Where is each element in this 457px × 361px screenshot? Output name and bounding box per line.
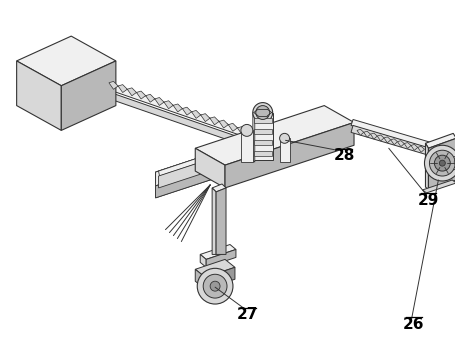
Polygon shape	[212, 184, 226, 192]
Text: 27: 27	[237, 307, 259, 322]
Polygon shape	[191, 110, 201, 118]
Polygon shape	[411, 144, 418, 151]
Polygon shape	[195, 148, 225, 188]
Polygon shape	[453, 155, 457, 170]
Circle shape	[203, 274, 227, 298]
Polygon shape	[106, 93, 260, 149]
Polygon shape	[159, 153, 228, 188]
Circle shape	[253, 103, 273, 122]
Polygon shape	[429, 138, 456, 190]
Polygon shape	[16, 36, 116, 86]
Circle shape	[280, 133, 290, 143]
Polygon shape	[155, 149, 225, 183]
Polygon shape	[253, 113, 255, 162]
Circle shape	[241, 125, 253, 136]
Polygon shape	[241, 130, 253, 162]
Polygon shape	[195, 105, 354, 165]
Polygon shape	[61, 61, 116, 130]
Text: 26: 26	[403, 317, 424, 332]
Polygon shape	[253, 113, 273, 160]
Circle shape	[454, 158, 457, 166]
Polygon shape	[384, 137, 391, 143]
Polygon shape	[155, 97, 164, 105]
Circle shape	[439, 160, 445, 166]
Polygon shape	[247, 130, 256, 138]
Polygon shape	[364, 131, 371, 137]
Polygon shape	[16, 61, 61, 130]
Circle shape	[425, 145, 457, 181]
Polygon shape	[195, 260, 235, 277]
Polygon shape	[377, 135, 384, 141]
Polygon shape	[219, 120, 228, 128]
Polygon shape	[109, 81, 118, 89]
Polygon shape	[228, 123, 238, 131]
Polygon shape	[173, 104, 182, 112]
Polygon shape	[225, 122, 354, 188]
Text: 29: 29	[418, 193, 439, 208]
Circle shape	[256, 105, 270, 119]
Polygon shape	[429, 142, 430, 162]
Polygon shape	[422, 180, 456, 193]
Polygon shape	[404, 143, 411, 148]
Polygon shape	[216, 188, 226, 255]
Polygon shape	[398, 141, 404, 147]
Polygon shape	[146, 94, 155, 102]
Polygon shape	[200, 255, 206, 268]
Circle shape	[430, 150, 455, 176]
Polygon shape	[357, 129, 364, 135]
Polygon shape	[159, 148, 228, 176]
Polygon shape	[212, 188, 216, 255]
Circle shape	[197, 268, 233, 304]
Circle shape	[435, 155, 450, 171]
Polygon shape	[254, 140, 271, 145]
Polygon shape	[155, 163, 225, 198]
Polygon shape	[425, 133, 456, 148]
Polygon shape	[238, 127, 247, 135]
Polygon shape	[182, 107, 191, 115]
Polygon shape	[106, 84, 111, 97]
Polygon shape	[201, 114, 210, 122]
Polygon shape	[210, 117, 219, 125]
Polygon shape	[371, 133, 377, 139]
Polygon shape	[195, 269, 205, 289]
Polygon shape	[254, 129, 271, 134]
Polygon shape	[164, 101, 173, 109]
Polygon shape	[200, 244, 236, 260]
Polygon shape	[155, 163, 225, 198]
Polygon shape	[255, 135, 260, 149]
Circle shape	[210, 281, 220, 291]
Polygon shape	[205, 268, 235, 289]
Polygon shape	[351, 125, 430, 155]
Text: 28: 28	[334, 148, 355, 163]
Polygon shape	[425, 143, 429, 190]
Polygon shape	[351, 119, 430, 148]
Polygon shape	[418, 146, 425, 152]
Polygon shape	[106, 84, 260, 140]
Polygon shape	[137, 91, 146, 99]
Polygon shape	[128, 88, 137, 96]
Polygon shape	[254, 118, 271, 123]
Polygon shape	[391, 139, 398, 145]
Polygon shape	[254, 151, 271, 156]
Polygon shape	[280, 138, 290, 162]
Polygon shape	[206, 249, 236, 268]
Polygon shape	[118, 84, 128, 92]
Polygon shape	[155, 149, 225, 186]
